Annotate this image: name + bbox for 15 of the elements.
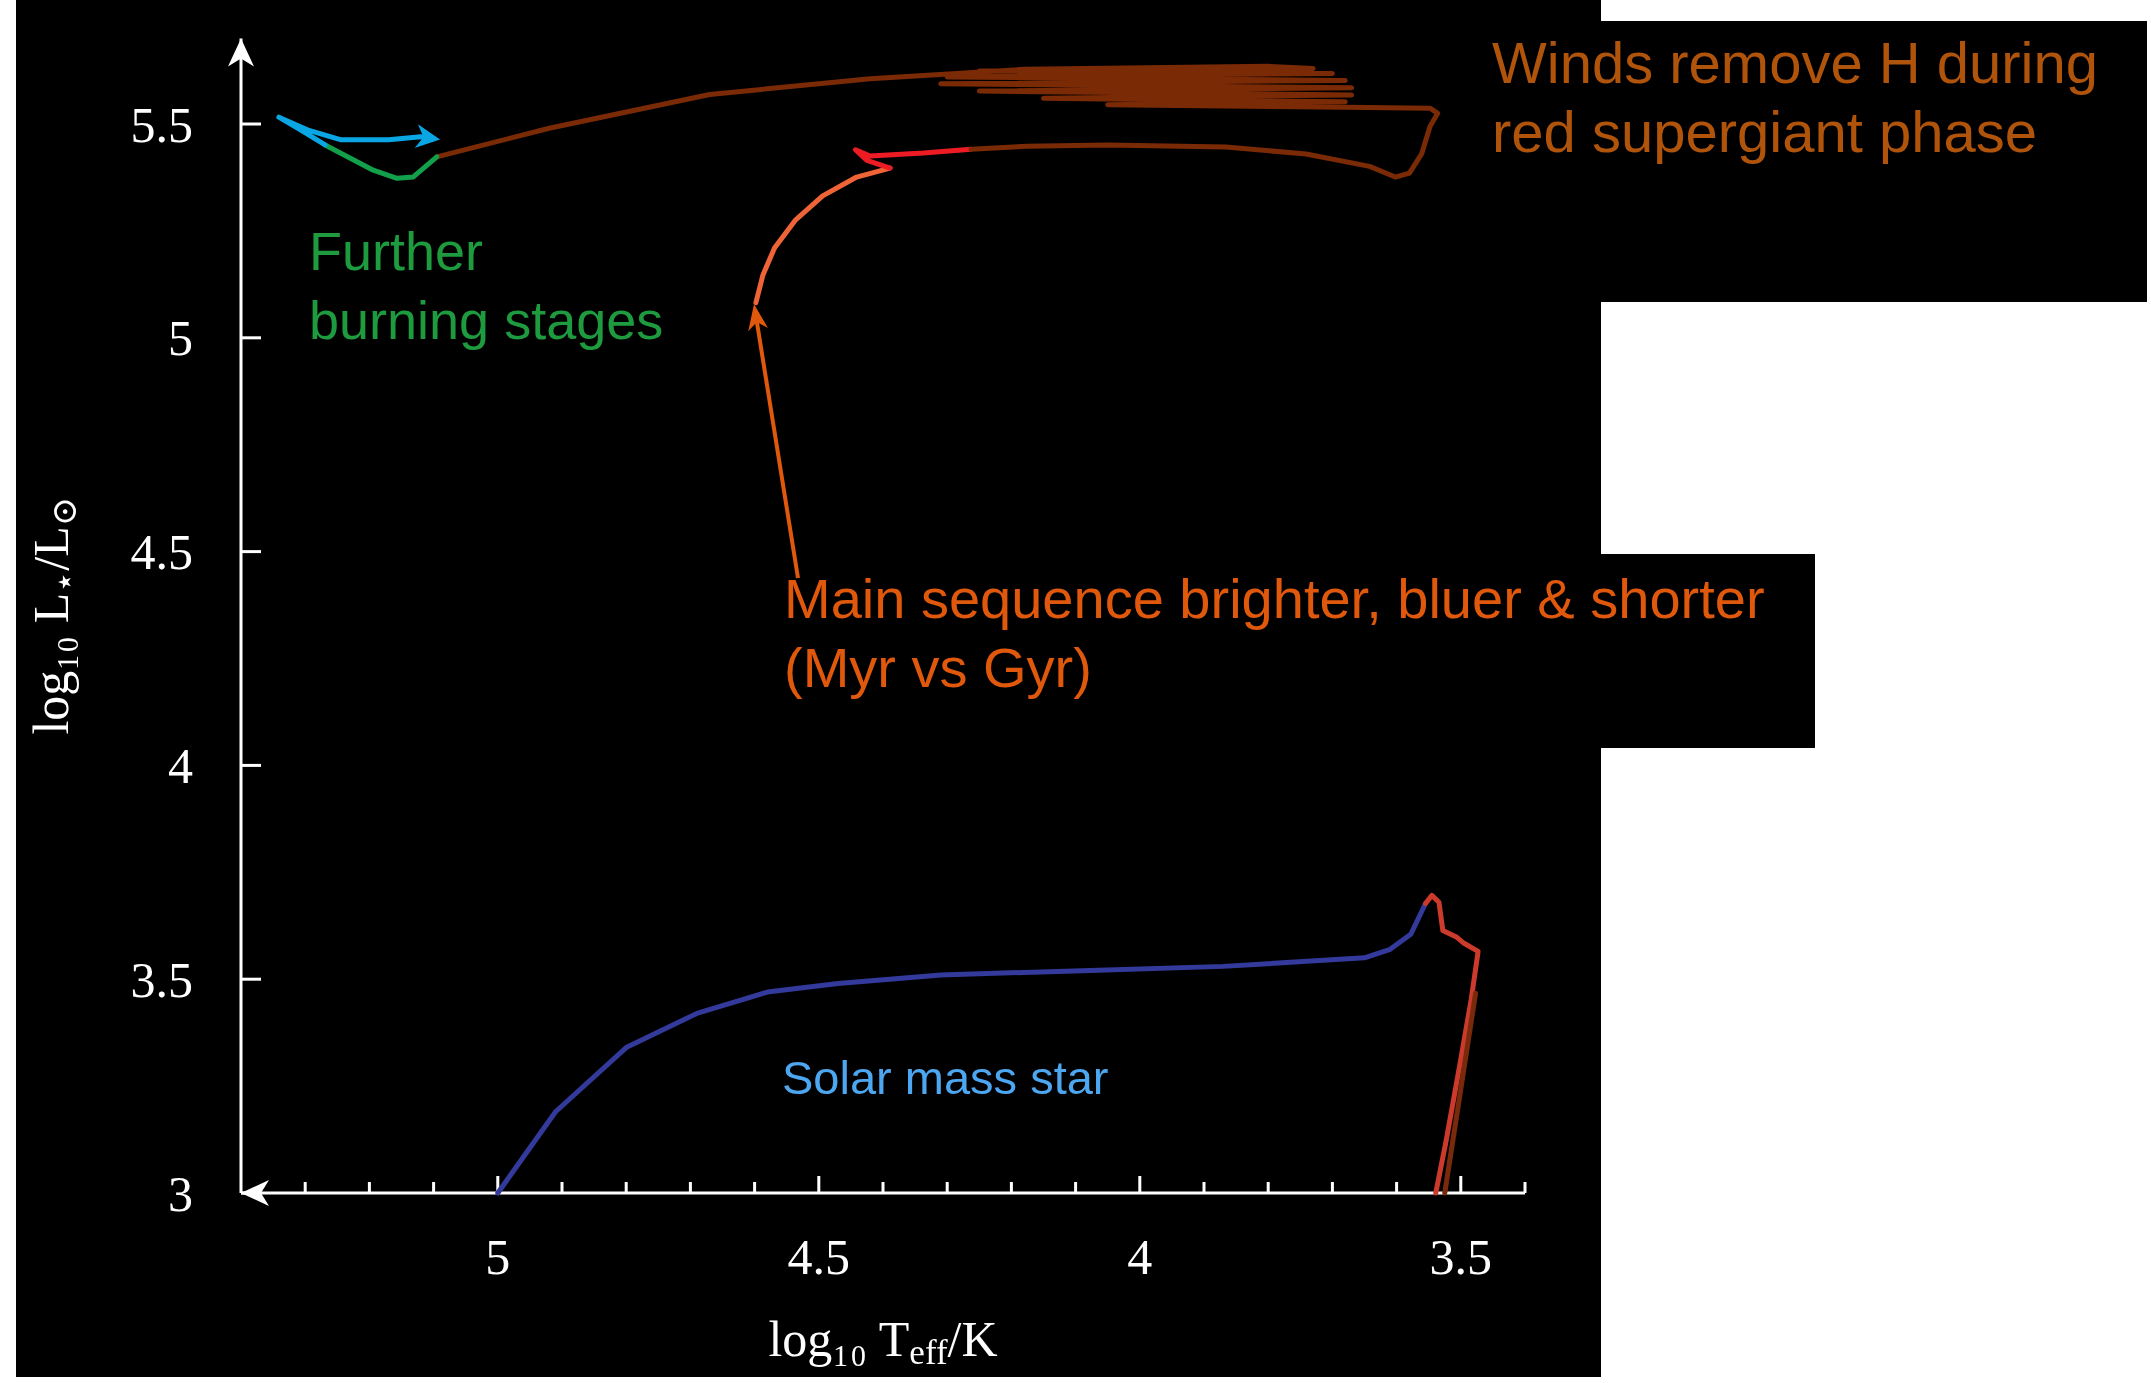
annotation: Solar mass star — [782, 1051, 1109, 1104]
annotation: Further burning stages — [309, 221, 664, 350]
annotation: Winds remove H during red supergiant phase — [1492, 30, 2098, 164]
x-tick-label: 4.5 — [787, 1229, 851, 1285]
annotation: Main sequence brighter, bluer & shorter (Myr vs Gyr) — [784, 567, 1765, 699]
y-tick-label: 3 — [168, 1165, 193, 1222]
y-tick-label: 4 — [168, 737, 193, 794]
y-tick-label: 4.5 — [130, 524, 193, 581]
y-tick-label: 5.5 — [130, 96, 193, 153]
y-tick-label: 5 — [168, 310, 193, 367]
x-axis-title: log₁₀ T$_{eff}$/K — [768, 1311, 998, 1372]
y-tick-label: 3.5 — [130, 951, 193, 1008]
x-tick-label: 4 — [1127, 1229, 1153, 1285]
x-tick-label: 3.5 — [1429, 1229, 1493, 1285]
x-tick-label: 5 — [485, 1229, 511, 1285]
